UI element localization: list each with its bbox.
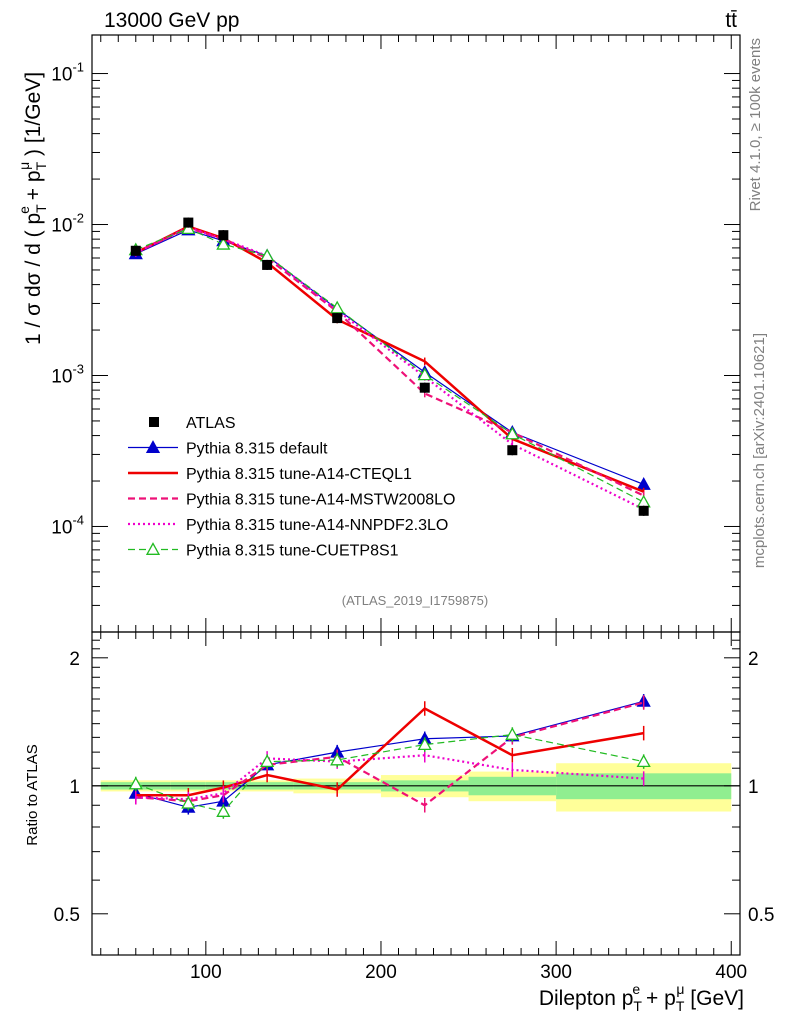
x-axis-label: Dilepton pTe + pTμ [GeV] (539, 981, 744, 1014)
series-line-cteql1 (135, 706, 644, 797)
series-marker (330, 752, 345, 766)
legend-marker (145, 542, 161, 555)
series-marker (181, 795, 196, 809)
series-marker (216, 804, 231, 817)
legend-label: Pythia 8.315 tune-CUETP8S1 (186, 543, 399, 560)
legend-entry-mstw: Pythia 8.315 tune-A14-MSTW2008LO (128, 492, 455, 509)
mcplots-label: mcplots.cern.ch [arXiv:2401.10621] (751, 333, 768, 568)
ratio-panel (128, 693, 651, 819)
legend-label: Pythia 8.315 tune-A14-NNPDF2.3LO (186, 517, 448, 534)
data-point (332, 313, 343, 324)
svg-text:Dilepton pTe + pTμ [GeV]: Dilepton pTe + pTμ [GeV] (539, 981, 744, 1014)
series-marker (636, 477, 651, 490)
x-tick-label: 400 (715, 962, 747, 983)
series-line-nnpdf (135, 226, 645, 511)
data-point (507, 445, 518, 456)
series-line-nnpdf (135, 754, 644, 801)
y-tick-label: 10-2 (51, 211, 84, 237)
x-tick-label: 300 (540, 962, 572, 983)
series-cuetp8s1-ratio (128, 727, 651, 819)
series-marker (181, 221, 196, 235)
ratio-y-axis-label: Ratio to ATLAS (24, 744, 41, 845)
legend-entry-data: ATLAS (149, 415, 236, 432)
data-point (419, 382, 430, 393)
rivet-version-label: Rivet 4.1.0, ≥ 100k events (747, 38, 764, 211)
y-tick-label: 10-4 (51, 512, 84, 538)
svg-text:1 / σ dσ / d ( pTe + pTμ ) [1: 1 / σ dσ / d ( pTe + pTμ ) [1/GeV] (16, 72, 49, 345)
y-tick-label: 10-1 (51, 60, 84, 86)
collision-label: 13000 GeV pp (104, 9, 239, 32)
series-marker (505, 426, 520, 440)
legend-entry-default: Pythia 8.315 default (128, 440, 328, 458)
series-line-cuetp8s1 (135, 733, 644, 813)
legend-marker (149, 417, 159, 427)
legend-label: Pythia 8.315 default (186, 441, 328, 458)
ratio-y-tick-label: 2 (69, 649, 80, 670)
legend-marker (145, 440, 161, 453)
series-atlas-data (130, 217, 649, 516)
data-point (183, 217, 194, 228)
ratio-y-tick-label: 0.5 (54, 905, 80, 926)
series-marker (260, 754, 275, 768)
x-tick-label: 100 (190, 962, 222, 983)
axes: 100 200 300 400 10-1 10-2 10-3 10-4 2 2 1 1 0.5 0.5 (51, 35, 774, 983)
series-line-mstw (135, 226, 645, 497)
legend-entry-cuetp8s1: Pythia 8.315 tune-CUETP8S1 (128, 542, 399, 560)
series-marker (505, 727, 520, 740)
legend-entry-nnpdf: Pythia 8.315 tune-A14-NNPDF2.3LO (128, 517, 448, 534)
y-tick-label: 10-3 (51, 361, 84, 387)
series-marker (417, 737, 432, 751)
data-point (130, 245, 141, 256)
x-tick-label: 200 (365, 962, 397, 983)
ratio-y-tick-label-right: 0.5 (748, 905, 774, 926)
legend-label: Pythia 8.315 tune-A14-MSTW2008LO (186, 492, 455, 509)
data-point (218, 230, 229, 241)
series-marker (636, 494, 651, 508)
series-cuetp8s1-main (128, 221, 651, 508)
series-marker (330, 300, 345, 314)
main-y-axis-label: 1 / σ dσ / d ( pTe + pTμ ) [1/GeV] (16, 72, 49, 345)
process-label: tt̄ (725, 9, 737, 32)
series-marker (417, 367, 432, 381)
series-marker (128, 776, 143, 790)
legend-label: ATLAS (186, 415, 236, 432)
data-point (638, 505, 649, 516)
analysis-id-label: (ATLAS_2019_I1759875) (342, 593, 488, 608)
ratio-y-tick-label-right: 1 (748, 777, 759, 798)
legend-entry-cteql1: Pythia 8.315 tune-A14-CTEQL1 (128, 466, 412, 483)
legend-label: Pythia 8.315 tune-A14-CTEQL1 (186, 466, 412, 483)
main-panel (128, 217, 651, 516)
ratio-y-tick-label-right: 2 (748, 649, 759, 670)
series-mstw-main (135, 224, 645, 500)
series-marker (636, 754, 651, 768)
data-point (262, 259, 273, 270)
ratio-y-tick-label: 1 (69, 777, 80, 798)
ratio-uncertainty-bands (92, 763, 740, 812)
legend: ATLAS Pythia 8.315 default Pythia 8.315 tu… (128, 415, 455, 560)
series-marker (216, 236, 231, 250)
